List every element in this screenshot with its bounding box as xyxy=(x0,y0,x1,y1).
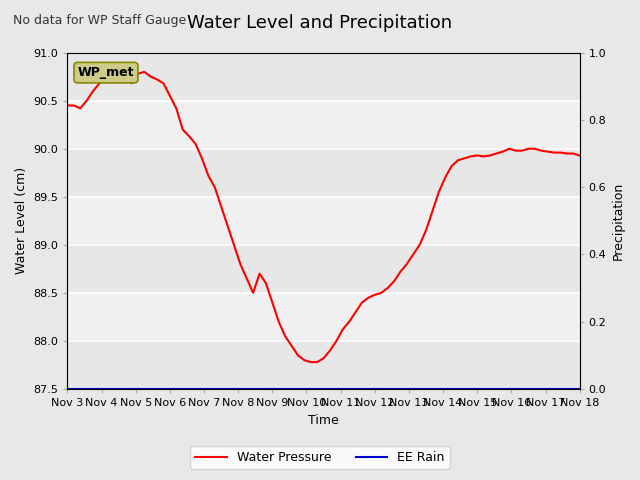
Water Pressure xyxy=(538,148,545,154)
Bar xyxy=(67,245,580,293)
Legend: Water Pressure, EE Rain: Water Pressure, EE Rain xyxy=(190,446,450,469)
EE Rain xyxy=(576,386,584,392)
Water Pressure xyxy=(576,153,584,158)
Water Pressure xyxy=(358,300,366,305)
Text: No data for WP Staff Gauge: No data for WP Staff Gauge xyxy=(13,14,186,27)
Water Pressure xyxy=(307,359,315,365)
EE Rain xyxy=(63,386,71,392)
Bar xyxy=(67,197,580,245)
EE Rain xyxy=(442,386,449,392)
Water Pressure xyxy=(63,103,71,108)
EE Rain xyxy=(480,386,488,392)
Bar xyxy=(67,293,580,341)
EE Rain xyxy=(525,386,532,392)
X-axis label: Time: Time xyxy=(308,414,339,427)
Water Pressure xyxy=(397,269,404,275)
Bar xyxy=(67,341,580,389)
EE Rain xyxy=(506,386,513,392)
Water Pressure xyxy=(518,148,526,154)
Bar xyxy=(67,149,580,197)
Water Pressure xyxy=(454,157,462,163)
Bar xyxy=(67,53,580,101)
Text: Water Level and Precipitation: Water Level and Precipitation xyxy=(188,14,452,33)
Y-axis label: Precipitation: Precipitation xyxy=(612,182,625,260)
Water Pressure xyxy=(115,69,122,75)
EE Rain xyxy=(346,386,353,392)
EE Rain xyxy=(384,386,392,392)
Bar xyxy=(67,101,580,149)
Text: WP_met: WP_met xyxy=(77,66,134,79)
Water Pressure xyxy=(493,151,500,156)
Line: Water Pressure: Water Pressure xyxy=(67,72,580,362)
Y-axis label: Water Level (cm): Water Level (cm) xyxy=(15,167,28,275)
